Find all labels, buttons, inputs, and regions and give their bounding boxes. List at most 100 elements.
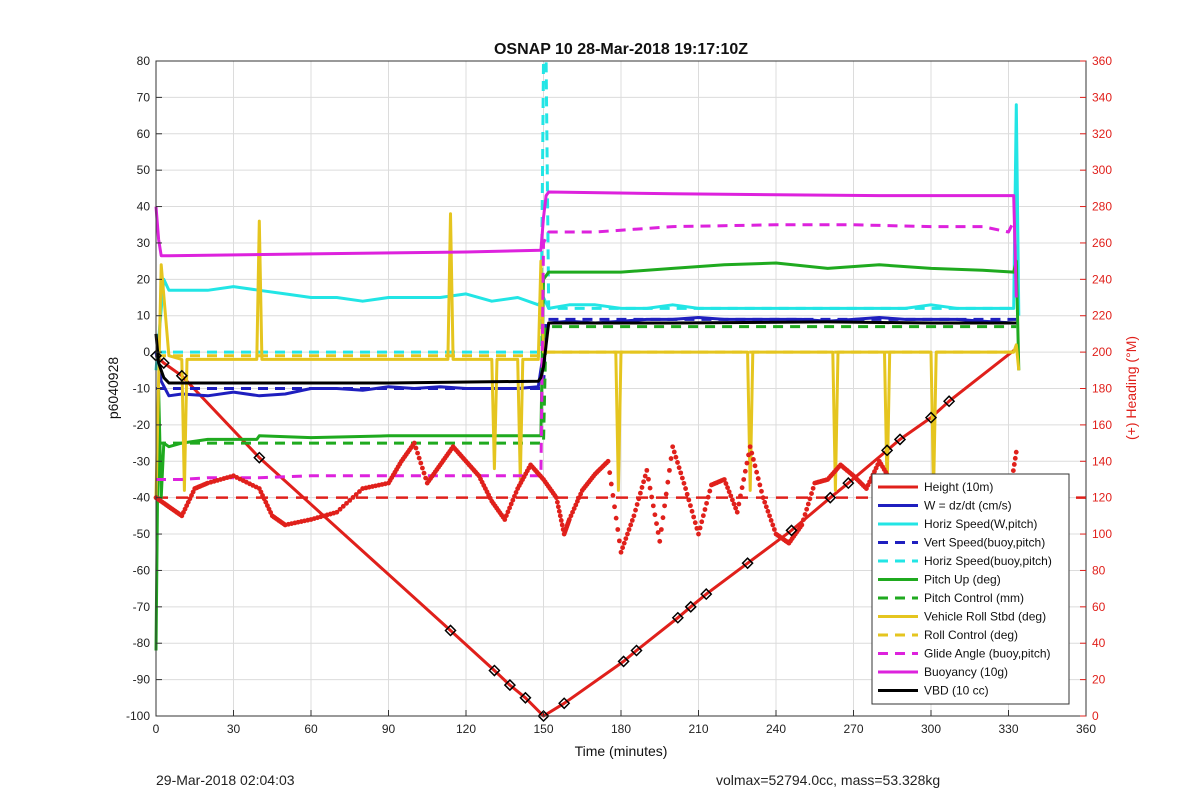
y-tick-label: -10 (133, 382, 151, 396)
legend-label: Pitch Up (deg) (924, 573, 1001, 587)
heading-point (765, 508, 771, 514)
heading-point (770, 522, 776, 528)
height-marker (924, 411, 938, 424)
y-tick-label: 20 (137, 272, 151, 286)
heading-point (644, 467, 650, 473)
x-tick-label: 0 (153, 722, 160, 736)
heading-point (639, 485, 645, 490)
heading-point (801, 517, 806, 523)
y-tick-label: -50 (133, 527, 151, 541)
legend-label: Buoyancy (10g) (924, 665, 1008, 679)
heading-point (642, 473, 648, 479)
heading-point (503, 513, 509, 519)
y-tick-label: 70 (137, 90, 151, 104)
right-tick-label: 120 (1092, 491, 1112, 505)
y-tick-label: -80 (133, 636, 151, 650)
heading-point (681, 480, 687, 486)
heading-point (512, 493, 517, 499)
heading-point (641, 479, 647, 485)
right-tick-label: 260 (1092, 236, 1112, 250)
heading-point (738, 493, 743, 499)
legend-label: Pitch Control (mm) (924, 591, 1024, 605)
x-tick-label: 150 (533, 722, 553, 736)
heading-point (655, 530, 661, 535)
x-axis-label: Time (minutes) (575, 743, 668, 759)
heading-point (684, 491, 690, 497)
heading-point (734, 509, 740, 515)
heading-point (767, 513, 772, 519)
heading-point (628, 522, 634, 528)
y-tick-label: 40 (137, 200, 151, 214)
heading-point (754, 469, 760, 475)
heading-point (634, 502, 640, 507)
heading-point (670, 444, 676, 450)
heading-point (615, 527, 621, 532)
x-tick-label: 330 (998, 722, 1018, 736)
height-marker (824, 491, 837, 504)
heading-point (629, 518, 635, 523)
right-tick-label: 200 (1092, 345, 1112, 359)
heading-point (340, 503, 346, 509)
chart: OSNAP 10 28-Mar-2018 19:17:10Z 0 30 60 90 12… (105, 41, 1139, 759)
legend-box (871, 473, 1070, 705)
heading-point (613, 515, 619, 521)
y-tick-label: 0 (143, 345, 150, 359)
height-marker (881, 444, 894, 457)
heading-point (337, 506, 343, 512)
heading-point (513, 490, 519, 495)
height-marker (488, 664, 501, 677)
heading-point (667, 467, 672, 473)
heading-point (728, 493, 734, 499)
right-tick-label: 220 (1092, 309, 1112, 323)
heading-point (566, 517, 572, 522)
heading-point (612, 504, 617, 510)
right-tick-label: 20 (1092, 673, 1106, 687)
heading-point (759, 488, 764, 494)
heading-point (420, 465, 425, 471)
heading-point (505, 509, 511, 515)
heading-point (633, 507, 638, 513)
heading-point (700, 513, 706, 519)
y-tick-label: 60 (137, 127, 151, 141)
heading-point (418, 460, 424, 466)
heading-point (730, 497, 735, 503)
heading-point (575, 498, 580, 504)
y-axis-label: p6040928 (105, 357, 121, 420)
heading-point (570, 509, 575, 515)
series-vbd-10-cc (154, 320, 1017, 385)
heading-point (692, 520, 698, 526)
x-tick-label: 210 (688, 722, 708, 736)
series-heading-m (153, 440, 1019, 555)
heading-point (415, 450, 420, 456)
heading-point (631, 513, 637, 519)
heading-point (679, 475, 685, 481)
heading-point (739, 485, 745, 491)
x-tick-label: 30 (227, 722, 241, 736)
heading-point (625, 531, 630, 537)
y-tick-label: -90 (133, 673, 151, 687)
heading-point (755, 476, 761, 481)
heading-point (616, 538, 622, 544)
heading-point (554, 499, 560, 505)
heading-point (657, 538, 663, 544)
heading-point (605, 458, 611, 464)
heading-point (807, 496, 813, 502)
heading-point (736, 501, 742, 507)
series-roll-control-deg (156, 350, 1017, 358)
height-marker (684, 600, 697, 613)
heading-point (652, 512, 658, 518)
y-tick-label: 30 (137, 236, 151, 250)
right-tick-label: 280 (1092, 200, 1112, 214)
heading-point (554, 495, 559, 501)
heading-point (771, 527, 777, 532)
x-tick-label: 300 (921, 722, 941, 736)
heading-point (649, 494, 655, 500)
right-tick-label: 140 (1092, 454, 1112, 468)
heading-point (763, 504, 769, 510)
y-tick-label: -40 (133, 491, 151, 505)
y-tick-label: -60 (133, 563, 151, 577)
heading-point (1013, 449, 1019, 455)
right-tick-label: 320 (1092, 127, 1112, 141)
axes: 0 30 60 90 120 150 180 210 240 270 300 330 360-100-9… (126, 54, 1112, 736)
heading-point (555, 504, 561, 510)
